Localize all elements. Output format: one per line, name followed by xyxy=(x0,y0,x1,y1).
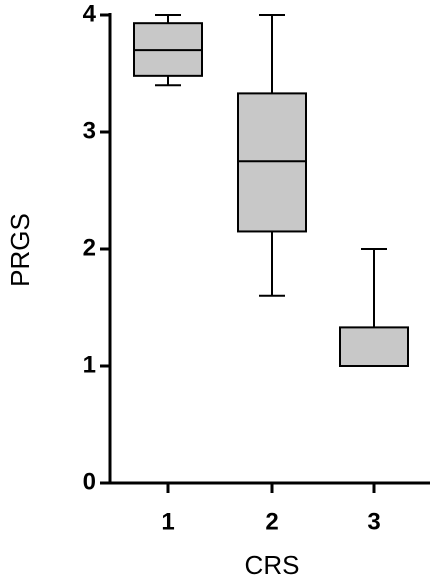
y-tick-label: 1 xyxy=(83,351,96,378)
x-axis-label: CRS xyxy=(245,550,300,580)
y-tick-label: 4 xyxy=(83,0,97,27)
box xyxy=(237,92,307,233)
x-tick-label: 2 xyxy=(265,508,278,535)
y-tick-label: 0 xyxy=(83,468,96,495)
y-tick-label: 2 xyxy=(83,234,96,261)
box xyxy=(339,326,409,368)
y-axis-label: PRGS xyxy=(5,213,35,287)
x-tick-label: 3 xyxy=(367,508,380,535)
x-tick-label: 1 xyxy=(161,508,174,535)
y-tick-label: 3 xyxy=(83,117,96,144)
